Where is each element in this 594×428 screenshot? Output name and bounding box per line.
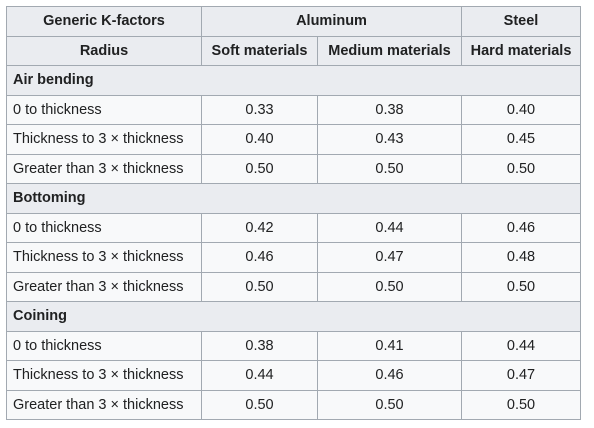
hard-value-cell: 0.50 [461,153,582,184]
table-row: Thickness to 3 × thickness 0.40 0.43 0.45 [6,124,582,155]
table-body: Air bending 0 to thickness 0.33 0.38 0.40 Thi… [5,65,582,420]
header-row-groups: Generic K-factors Aluminum Steel [6,6,582,37]
medium-value-cell: 0.44 [316,212,463,243]
hard-value-cell: 0.50 [461,271,582,302]
k-factor-table: Generic K-factors Aluminum Steel Radius … [5,6,582,420]
medium-value-cell: 0.50 [316,153,463,184]
section-title: Air bending [5,65,582,96]
soft-value-cell: 0.50 [201,271,318,302]
radius-cell: 0 to thickness [6,330,202,361]
soft-value-cell: 0.46 [201,242,318,273]
header-radius: Radius [6,35,202,66]
hard-value-cell: 0.47 [461,360,582,391]
medium-value-cell: 0.46 [316,360,463,391]
medium-value-cell: 0.47 [316,242,463,273]
section-row: Coining [5,301,582,332]
hard-value-cell: 0.45 [461,124,582,155]
radius-cell: Greater than 3 × thickness [6,389,202,420]
soft-value-cell: 0.50 [201,153,318,184]
medium-value-cell: 0.50 [316,271,463,302]
header-generic-k-factors: Generic K-factors [6,6,202,37]
medium-value-cell: 0.50 [316,389,463,420]
table-row: 0 to thickness 0.42 0.44 0.46 [6,212,582,243]
radius-cell: 0 to thickness [6,212,202,243]
medium-value-cell: 0.43 [316,124,463,155]
table-row: Greater than 3 × thickness 0.50 0.50 0.50 [6,389,582,420]
header-medium-materials: Medium materials [316,35,463,66]
radius-cell: Thickness to 3 × thickness [6,242,202,273]
header-row-columns: Radius Soft materials Medium materials H… [6,35,582,66]
table-row: 0 to thickness 0.38 0.41 0.44 [6,330,582,361]
hard-value-cell: 0.40 [461,94,582,125]
section-row: Air bending [5,65,582,96]
hard-value-cell: 0.48 [461,242,582,273]
header-soft-materials: Soft materials [201,35,318,66]
soft-value-cell: 0.38 [201,330,318,361]
section-title: Bottoming [5,183,582,214]
radius-cell: Thickness to 3 × thickness [6,124,202,155]
radius-cell: Thickness to 3 × thickness [6,360,202,391]
radius-cell: Greater than 3 × thickness [6,153,202,184]
header-steel: Steel [461,6,582,37]
soft-value-cell: 0.33 [201,94,318,125]
soft-value-cell: 0.50 [201,389,318,420]
radius-cell: 0 to thickness [6,94,202,125]
medium-value-cell: 0.38 [316,94,463,125]
table-row: Thickness to 3 × thickness 0.44 0.46 0.47 [6,360,582,391]
hard-value-cell: 0.50 [461,389,582,420]
table-row: Greater than 3 × thickness 0.50 0.50 0.50 [6,271,582,302]
header-aluminum: Aluminum [200,6,463,37]
table-row: Thickness to 3 × thickness 0.46 0.47 0.48 [6,242,582,273]
hard-value-cell: 0.44 [461,330,582,361]
soft-value-cell: 0.44 [201,360,318,391]
medium-value-cell: 0.41 [316,330,463,361]
table-row: 0 to thickness 0.33 0.38 0.40 [6,94,582,125]
soft-value-cell: 0.40 [201,124,318,155]
section-row: Bottoming [5,183,582,214]
header-hard-materials: Hard materials [461,35,582,66]
radius-cell: Greater than 3 × thickness [6,271,202,302]
soft-value-cell: 0.42 [201,212,318,243]
table-header: Generic K-factors Aluminum Steel Radius … [6,6,582,66]
table-row: Greater than 3 × thickness 0.50 0.50 0.50 [6,153,582,184]
hard-value-cell: 0.46 [461,212,582,243]
section-title: Coining [5,301,582,332]
